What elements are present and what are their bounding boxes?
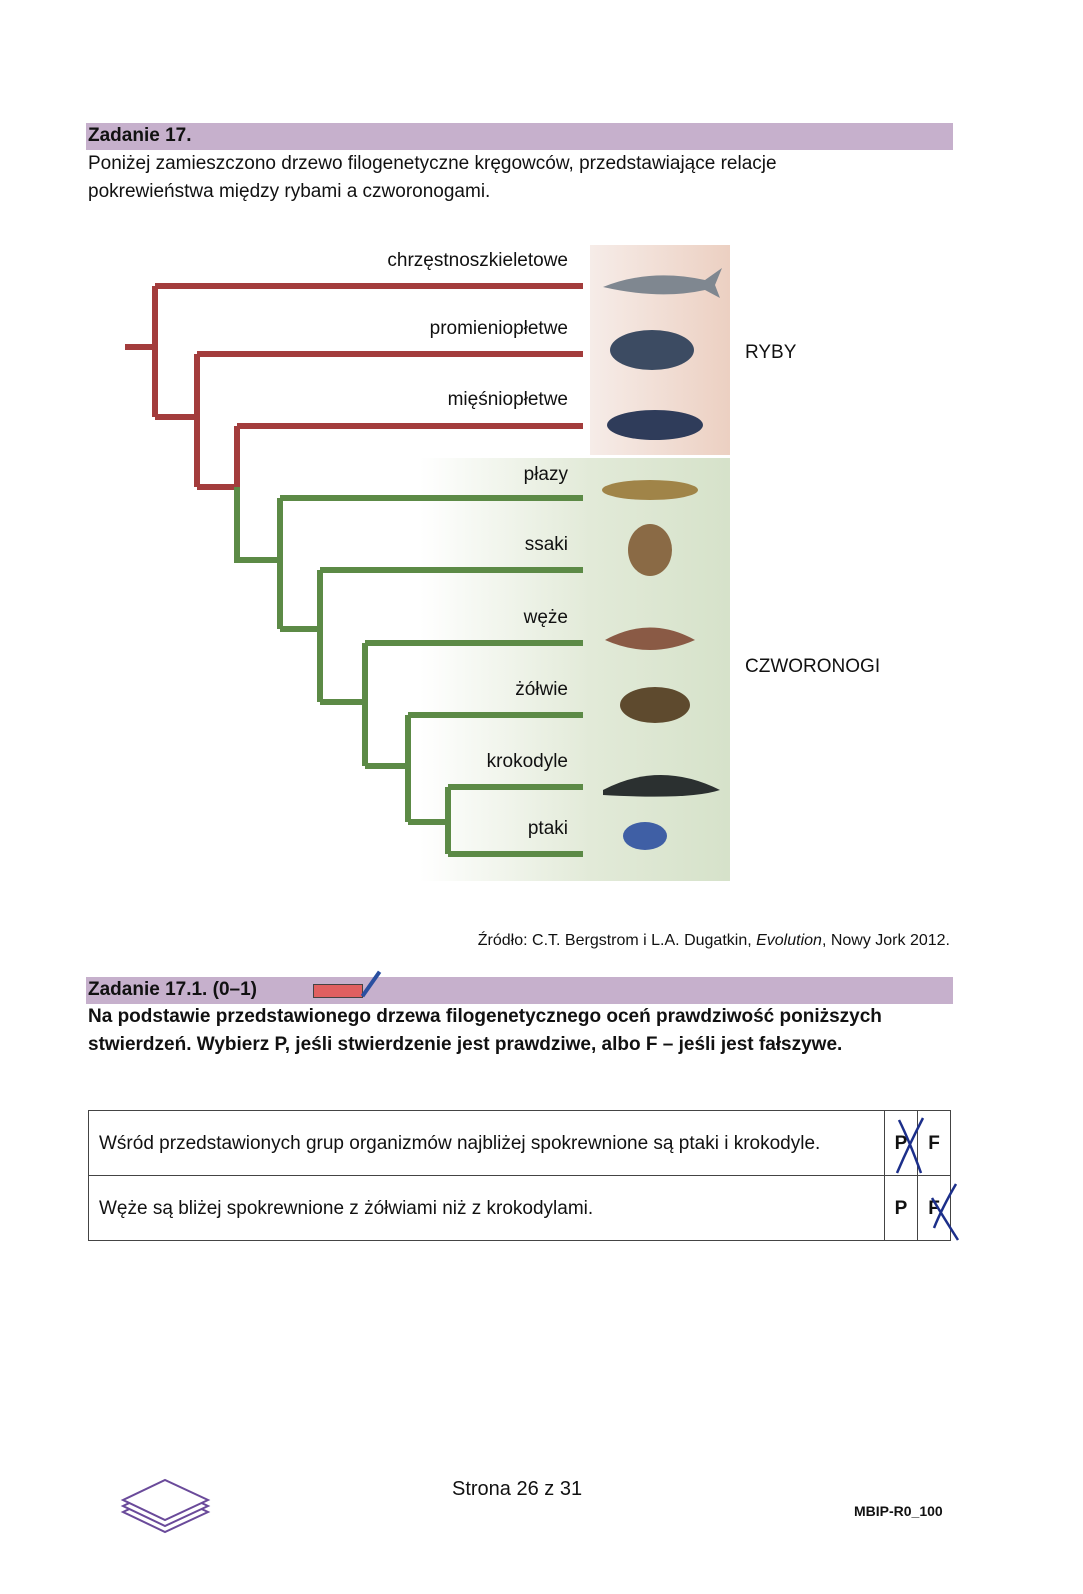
taxon-label: krokodyle [486, 751, 568, 772]
page-number: Strona 26 z 31 [452, 1478, 583, 1500]
task-header: Zadanie 17. [86, 123, 953, 150]
turtle-icon [620, 687, 690, 723]
statement: Wśród przedstawionych grup organizmów na… [88, 1110, 885, 1176]
taxon-label: ssaki [524, 534, 568, 555]
monkey-icon [628, 524, 672, 576]
subtask-instruction: Na podstawie przedstawionego drzewa filo… [88, 1006, 882, 1055]
option-p[interactable]: P [884, 1175, 918, 1241]
option-p[interactable]: P [884, 1110, 925, 1176]
exam-logo [120, 1478, 211, 1534]
group-label-fish: RYBY [745, 342, 797, 363]
option-f[interactable]: F [917, 1175, 960, 1241]
phylogenetic-tree [125, 245, 730, 881]
cross-mark-icon [930, 1183, 960, 1241]
source-citation: Źródło: C.T. Bergstrom i L.A. Dugatkin, … [477, 932, 950, 949]
bird-icon [623, 822, 667, 850]
statement: Węże są bliżej spokrewnione z żółwiami n… [88, 1175, 885, 1241]
fish-branches [125, 283, 583, 490]
skills-icon [313, 984, 363, 998]
task-intro: Poniżej zamieszczono drzewo filogenetycz… [88, 153, 777, 202]
taxon-label: promieniopłetwe [429, 318, 568, 339]
taxon-label: żółwie [515, 679, 568, 700]
tetrapod-panel [420, 458, 730, 881]
task-title: Zadanie 17. [88, 125, 192, 146]
fish-icon [610, 330, 694, 370]
animal-illustrations [602, 268, 722, 850]
crocodile-icon [603, 775, 720, 797]
table-row: Wśród przedstawionych grup organizmów na… [88, 1110, 951, 1176]
taxon-label: mięśniopłetwe [447, 389, 568, 410]
snake-icon [605, 627, 695, 650]
group-label-tetrapods: CZWORONOGI [745, 656, 881, 677]
table-row: Węże są bliżej spokrewnione z żółwiami n… [88, 1175, 960, 1241]
exam-code: MBIP-R0_100 [854, 1503, 943, 1519]
subtask-title: Zadanie 17.1. (0–1) [88, 979, 257, 1000]
pen-icon [360, 970, 382, 998]
taxon-label: chrzęstnoszkieletowe [387, 250, 568, 271]
true-false-table: Wśród przedstawionych grup organizmów na… [88, 1110, 960, 1241]
taxon-label: płazy [523, 464, 568, 485]
taxon-label: węże [523, 607, 568, 628]
coelacanth-icon [607, 410, 703, 440]
shark-icon [603, 268, 722, 298]
subtask-header: Zadanie 17.1. (0–1) [86, 970, 953, 1004]
taxon-label: ptaki [527, 818, 568, 839]
salamander-icon [602, 480, 698, 500]
option-f[interactable]: F [917, 1110, 951, 1176]
tetrapod-branches [234, 487, 583, 857]
